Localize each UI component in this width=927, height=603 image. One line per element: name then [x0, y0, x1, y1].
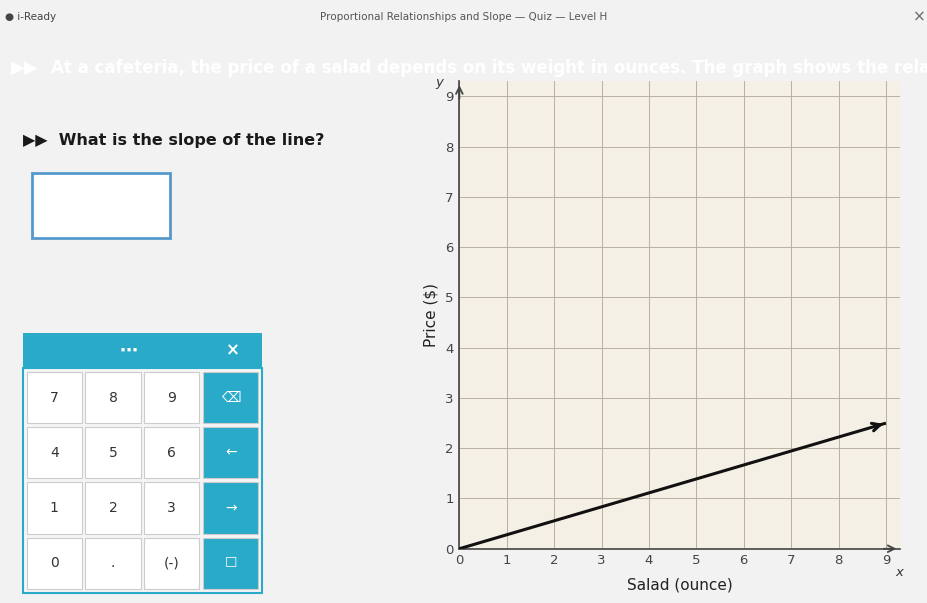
FancyBboxPatch shape: [23, 333, 261, 368]
Text: 9: 9: [167, 391, 176, 405]
Text: 8: 8: [108, 391, 118, 405]
Text: 6: 6: [167, 446, 176, 460]
Text: 0: 0: [50, 557, 58, 570]
Text: 4: 4: [50, 446, 58, 460]
FancyBboxPatch shape: [23, 368, 261, 593]
FancyBboxPatch shape: [203, 482, 258, 534]
Text: ⌫: ⌫: [221, 391, 240, 405]
FancyBboxPatch shape: [85, 482, 140, 534]
Text: 5: 5: [108, 446, 117, 460]
FancyBboxPatch shape: [27, 482, 82, 534]
Text: (-): (-): [164, 557, 180, 570]
Y-axis label: Price ($): Price ($): [423, 283, 438, 347]
Text: 7: 7: [50, 391, 58, 405]
FancyBboxPatch shape: [27, 427, 82, 478]
FancyBboxPatch shape: [144, 372, 199, 423]
Text: 3: 3: [167, 501, 176, 515]
Text: ▶▶  What is the slope of the line?: ▶▶ What is the slope of the line?: [23, 133, 324, 148]
FancyBboxPatch shape: [32, 172, 170, 238]
Text: ☐: ☐: [224, 557, 236, 570]
Text: ←: ←: [224, 446, 236, 460]
FancyBboxPatch shape: [203, 538, 258, 589]
Text: ×: ×: [226, 341, 240, 359]
Text: Proportional Relationships and Slope — Quiz — Level H: Proportional Relationships and Slope — Q…: [320, 11, 607, 22]
Text: At a cafeteria, the price of a salad depends on its weight in ounces. The graph : At a cafeteria, the price of a salad dep…: [51, 59, 927, 77]
Text: ● i-Ready: ● i-Ready: [5, 11, 56, 22]
FancyBboxPatch shape: [27, 538, 82, 589]
FancyBboxPatch shape: [85, 427, 140, 478]
Text: .: .: [110, 557, 115, 570]
FancyBboxPatch shape: [144, 538, 199, 589]
FancyBboxPatch shape: [144, 482, 199, 534]
FancyBboxPatch shape: [144, 427, 199, 478]
FancyBboxPatch shape: [85, 538, 140, 589]
Text: x: x: [895, 566, 902, 579]
Text: y: y: [435, 76, 442, 89]
FancyBboxPatch shape: [203, 427, 258, 478]
Text: ⋯: ⋯: [119, 341, 137, 359]
X-axis label: Salad (ounce): Salad (ounce): [627, 577, 731, 592]
FancyBboxPatch shape: [27, 372, 82, 423]
Text: 2: 2: [108, 501, 117, 515]
FancyBboxPatch shape: [203, 372, 258, 423]
Text: ×: ×: [911, 9, 924, 24]
Text: 1: 1: [50, 501, 58, 515]
Text: →: →: [224, 501, 236, 515]
Text: ▶▶: ▶▶: [11, 59, 39, 77]
FancyBboxPatch shape: [85, 372, 140, 423]
